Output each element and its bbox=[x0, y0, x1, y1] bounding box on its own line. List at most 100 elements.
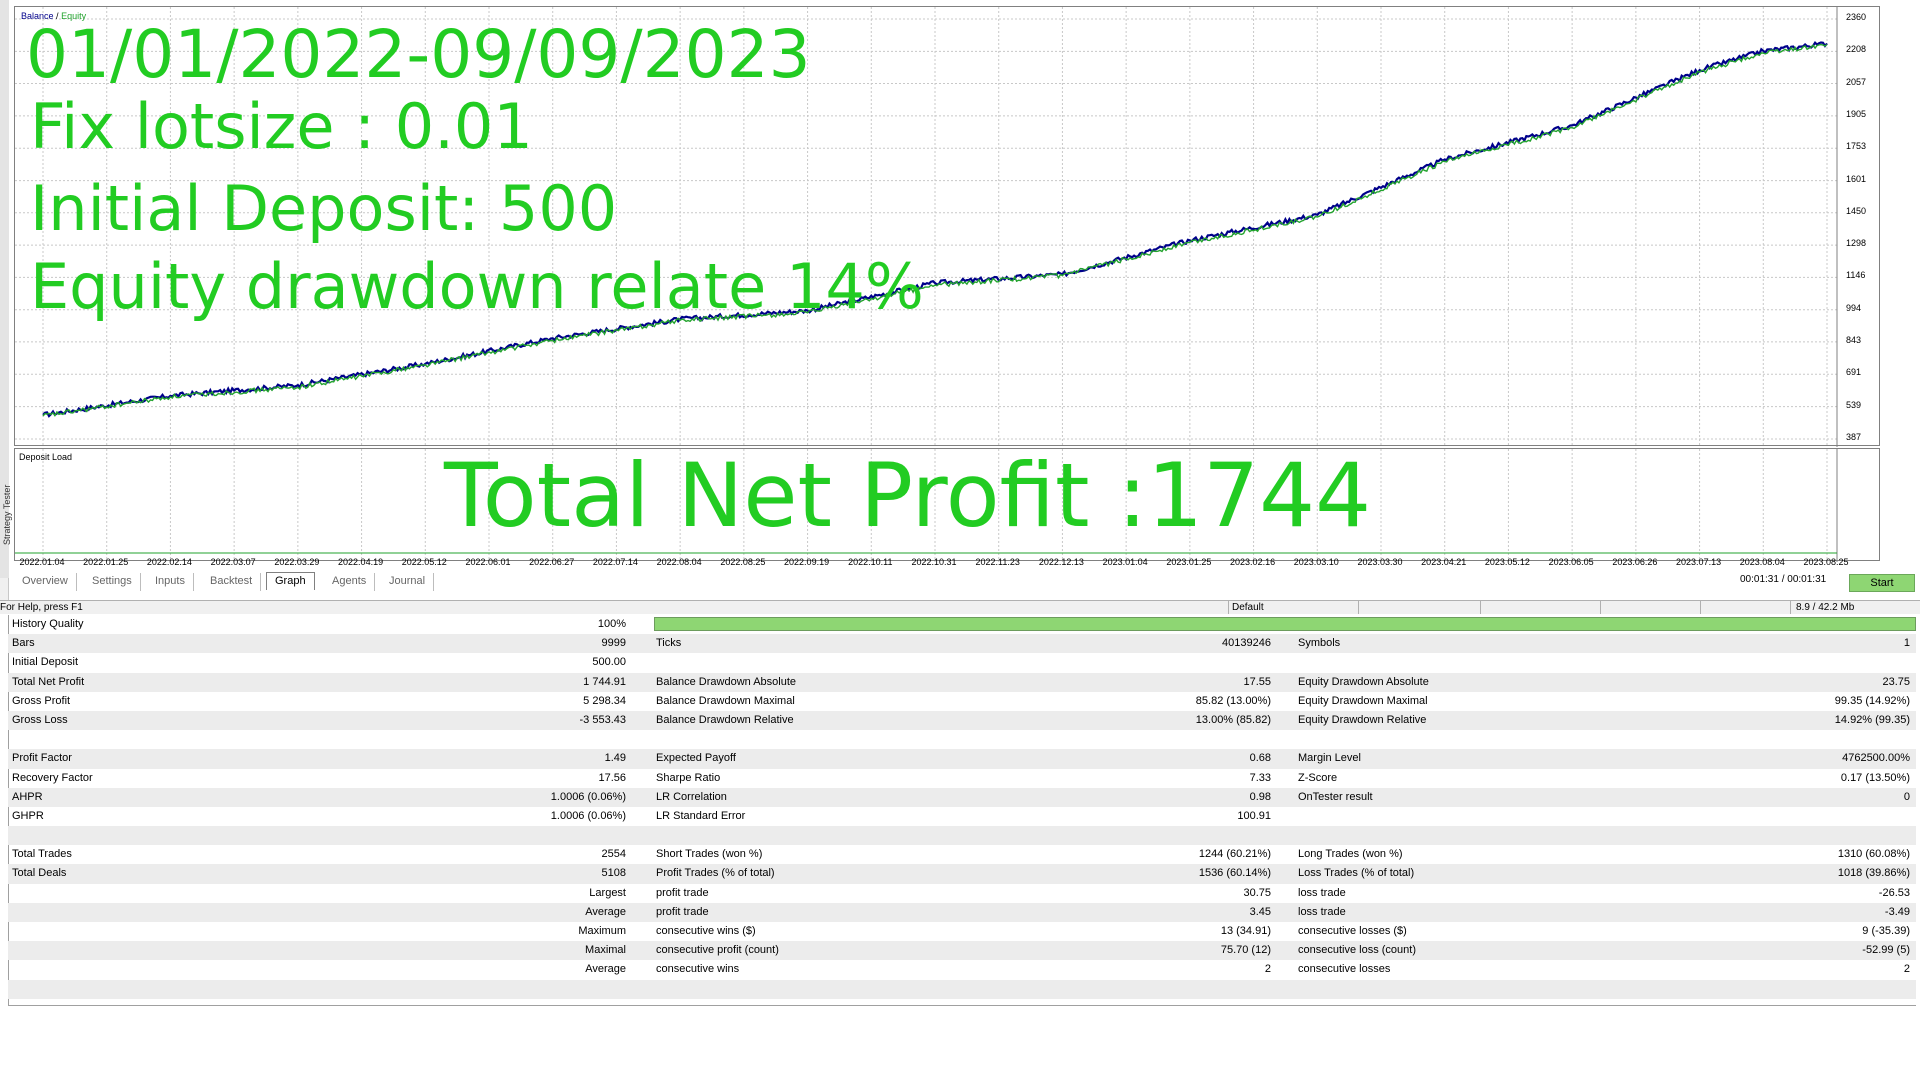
tab-backtest[interactable]: Backtest bbox=[202, 573, 262, 591]
report-label-1: Initial Deposit bbox=[12, 656, 79, 669]
report-value-2: 1536 (60.14%) bbox=[1198, 867, 1271, 880]
report-label-3: consecutive loss (count) bbox=[1298, 944, 1416, 957]
report-value-3: 9 (-35.39) bbox=[1862, 925, 1910, 937]
tab-journal[interactable]: Journal bbox=[381, 573, 435, 591]
report-label-3: Loss Trades (% of total) bbox=[1298, 867, 1415, 880]
report-value-2: 2 bbox=[1264, 963, 1271, 976]
status-bar: For Help, press F1 Default 8.9 / 42.2 Mb bbox=[0, 600, 1920, 614]
caption-lot-size: Fix lotsize : 0.01 bbox=[30, 90, 533, 163]
report-label-2: Profit Trades (% of total) bbox=[656, 867, 775, 880]
x-tick-label: 2023.07.13 bbox=[1676, 557, 1722, 567]
report-value-2: 17.55 bbox=[1243, 675, 1271, 688]
tab-overview[interactable]: Overview bbox=[14, 573, 77, 591]
report-label-1: Total Net Profit bbox=[12, 675, 85, 688]
chart-legend: Balance / Equity bbox=[21, 11, 86, 21]
x-tick-label: 2023.08.25 bbox=[1803, 557, 1849, 567]
status-divider bbox=[1790, 601, 1791, 614]
report-label-2: Sharpe Ratio bbox=[656, 771, 721, 784]
report-label-1: Total Trades bbox=[12, 848, 72, 861]
x-tick-label: 2023.04.21 bbox=[1421, 557, 1467, 567]
status-profile: Default bbox=[1232, 602, 1264, 613]
report-value-3: -3.49 bbox=[1884, 905, 1910, 918]
elapsed-timer: 00:01:31 / 00:01:31 bbox=[1740, 574, 1827, 585]
report-value-3: -52.99 (5) bbox=[1862, 944, 1910, 957]
report-value-1: Average bbox=[585, 963, 626, 976]
x-tick-label: 2022.03.07 bbox=[210, 557, 256, 567]
report-value-2: 75.70 (12) bbox=[1220, 944, 1271, 957]
series-line-equity bbox=[42, 43, 1828, 417]
report-border bbox=[8, 615, 9, 1005]
report-label-2: Expected Payoff bbox=[656, 752, 736, 765]
table-row: Total Deals 5108 Profit Trades (% of total… bbox=[8, 864, 1916, 884]
history-quality-label: History Quality bbox=[12, 618, 84, 630]
x-tick-label: 2023.03.30 bbox=[1357, 557, 1403, 567]
report-value-1: 1.0006 (0.06%) bbox=[550, 790, 626, 803]
y-tick-label: 1450 bbox=[1846, 205, 1867, 216]
report-label-3: Long Trades (won %) bbox=[1298, 848, 1403, 861]
x-tick-label: 2023.06.05 bbox=[1548, 557, 1594, 567]
tab-graph[interactable]: Graph bbox=[266, 572, 315, 590]
caption-date-range: 01/01/2022-09/09/2023 bbox=[26, 16, 811, 93]
table-row: AHPR 1.0006 (0.06%) LR Correlation 0.98 OnTe… bbox=[8, 787, 1916, 807]
report-label-3: Equity Drawdown Absolute bbox=[1298, 675, 1429, 688]
report-label-3: Symbols bbox=[1298, 637, 1341, 650]
table-row: GHPR 1.0006 (0.06%) LR Standard Error 100.9… bbox=[8, 807, 1916, 826]
report-value-3: 14.92% (99.35) bbox=[1834, 713, 1910, 726]
report-label-3: loss trade bbox=[1298, 886, 1346, 899]
report-value-3: 1018 (39.86%) bbox=[1837, 867, 1910, 880]
report-label-2: consecutive wins ($) bbox=[656, 925, 756, 937]
report-value-1: 1 744.91 bbox=[583, 675, 626, 688]
report-label-1: Gross Profit bbox=[12, 694, 71, 707]
x-tick-label: 2022.06.01 bbox=[465, 557, 511, 567]
y-tick-label: 1298 bbox=[1846, 238, 1867, 249]
side-toolbar-label: Strategy Tester bbox=[2, 484, 12, 545]
deposit-load-chart: Deposit Load bbox=[14, 448, 1880, 562]
report-label-2: Balance Drawdown Relative bbox=[656, 713, 794, 726]
x-tick-label: 2022.01.04 bbox=[19, 557, 65, 567]
series-line-balance bbox=[42, 41, 1828, 418]
report-label-2: Short Trades (won %) bbox=[656, 848, 763, 861]
tab-agents[interactable]: Agents bbox=[324, 573, 376, 591]
report-value-2: 0.98 bbox=[1249, 790, 1271, 803]
report-value-1: 500.00 bbox=[592, 656, 626, 669]
start-button[interactable]: Start bbox=[1849, 574, 1915, 592]
x-tick-label: 2023.01.04 bbox=[1102, 557, 1148, 567]
report-label-1: Gross Loss bbox=[12, 713, 68, 726]
side-toolbar: Strategy Tester bbox=[0, 0, 12, 600]
y-tick-label: 1753 bbox=[1846, 141, 1867, 152]
report-label-3: consecutive losses ($) bbox=[1298, 925, 1407, 937]
table-row: Recovery Factor 17.56 Sharpe Ratio 7.33 Z-Sc… bbox=[8, 769, 1916, 788]
report-label-1: Bars bbox=[12, 637, 35, 650]
report-label-2: LR Correlation bbox=[656, 790, 727, 803]
x-tick-label: 2023.05.12 bbox=[1484, 557, 1530, 567]
tab-settings[interactable]: Settings bbox=[84, 573, 141, 591]
x-tick-label: 2022.09.19 bbox=[784, 557, 830, 567]
report-value-3: 1310 (60.08%) bbox=[1837, 848, 1910, 861]
report-value-2: 100.91 bbox=[1237, 809, 1271, 822]
side-toolbar-bar bbox=[0, 0, 9, 578]
report-value-1: Maximal bbox=[585, 944, 626, 957]
tab-inputs[interactable]: Inputs bbox=[147, 573, 194, 591]
y-tick-label: 1601 bbox=[1846, 173, 1867, 184]
report-value-1: 1.0006 (0.06%) bbox=[550, 809, 626, 822]
y-tick-label: 691 bbox=[1846, 367, 1862, 378]
table-row: Bars 9999 Ticks 40139246 Symbols 1 bbox=[8, 634, 1916, 654]
report-label-1: Total Deals bbox=[12, 867, 67, 880]
report-value-1: 1.49 bbox=[604, 752, 626, 765]
y-tick-label: 387 bbox=[1846, 432, 1862, 442]
report-value-1: -3 553.43 bbox=[579, 713, 626, 726]
report-label-3: loss trade bbox=[1298, 905, 1346, 918]
status-divider bbox=[1600, 601, 1601, 614]
report-label-2: Balance Drawdown Maximal bbox=[656, 694, 795, 707]
legend-equity: Equity bbox=[61, 11, 87, 21]
report-value-2: 0.68 bbox=[1249, 752, 1271, 765]
report-label-2: consecutive profit (count) bbox=[656, 944, 779, 957]
report-value-3: -26.53 bbox=[1878, 886, 1910, 899]
x-tick-label: 2022.08.25 bbox=[720, 557, 766, 567]
report-label-3: OnTester result bbox=[1298, 790, 1373, 803]
y-tick-label: 1146 bbox=[1846, 270, 1866, 281]
deposit-load-plot bbox=[15, 449, 1838, 562]
history-quality-bar bbox=[654, 617, 1916, 631]
y-tick-label: 2208 bbox=[1846, 44, 1867, 55]
